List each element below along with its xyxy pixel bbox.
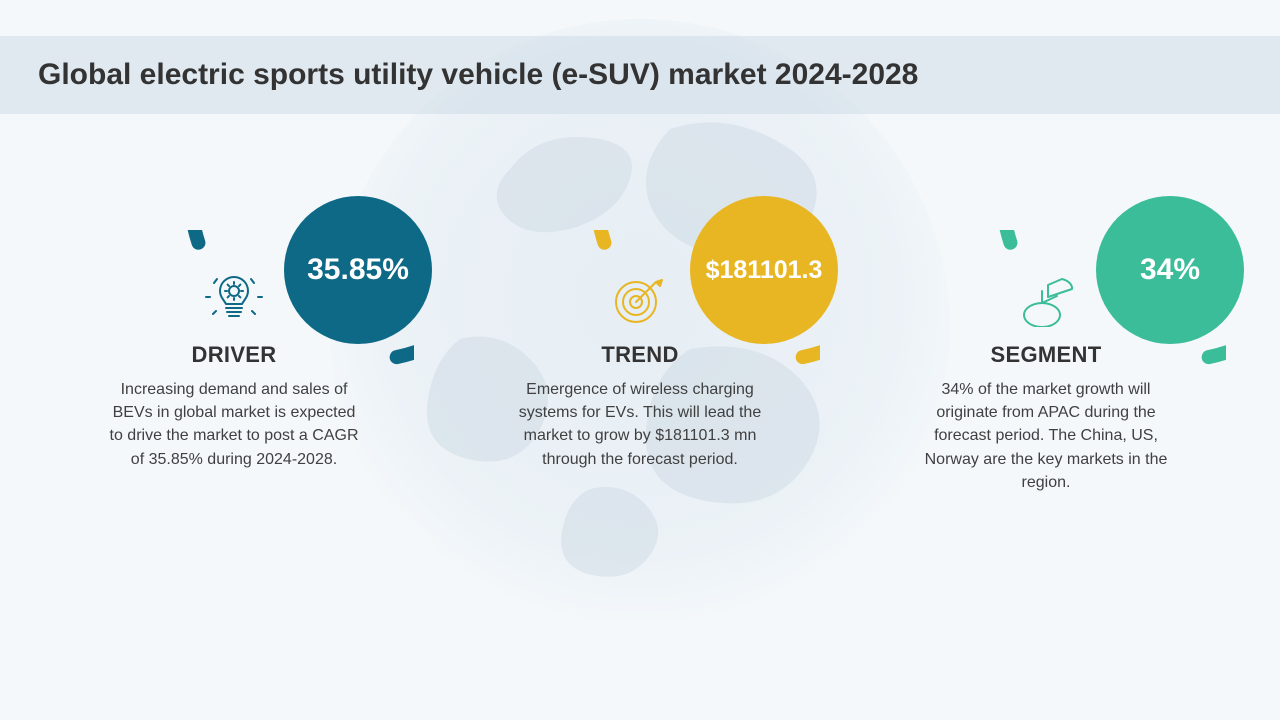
segment-title: SEGMENT (866, 342, 1226, 368)
driver-badge: 35.85% (284, 196, 432, 344)
segment-card: 34% SEGMENT 34% of the market growth wil… (866, 230, 1226, 590)
driver-description: Increasing demand and sales of BEVs in g… (106, 378, 362, 471)
driver-badge-value: 35.85% (307, 253, 409, 287)
segment-badge-value: 34% (1140, 253, 1200, 287)
lightbulb-gear-icon (194, 270, 274, 330)
trend-description: Emergence of wireless charging systems f… (512, 378, 768, 471)
cards-row: 35.85% DRIVER Increasing demand and sale… (0, 230, 1280, 590)
trend-title: TREND (460, 342, 820, 368)
trend-badge-value: $181101.3 (706, 256, 823, 285)
driver-title: DRIVER (54, 342, 414, 368)
trend-card: $181101.3 TREND Emergence of wireless ch… (460, 230, 820, 590)
pie-slice-icon (1006, 270, 1086, 330)
trend-badge: $181101.3 (690, 196, 838, 344)
target-arrow-icon (600, 270, 680, 330)
title-band: Global electric sports utility vehicle (… (0, 36, 1280, 114)
segment-description: 34% of the market growth will originate … (918, 378, 1174, 494)
segment-badge: 34% (1096, 196, 1244, 344)
page-title: Global electric sports utility vehicle (… (38, 58, 918, 92)
driver-card: 35.85% DRIVER Increasing demand and sale… (54, 230, 414, 590)
